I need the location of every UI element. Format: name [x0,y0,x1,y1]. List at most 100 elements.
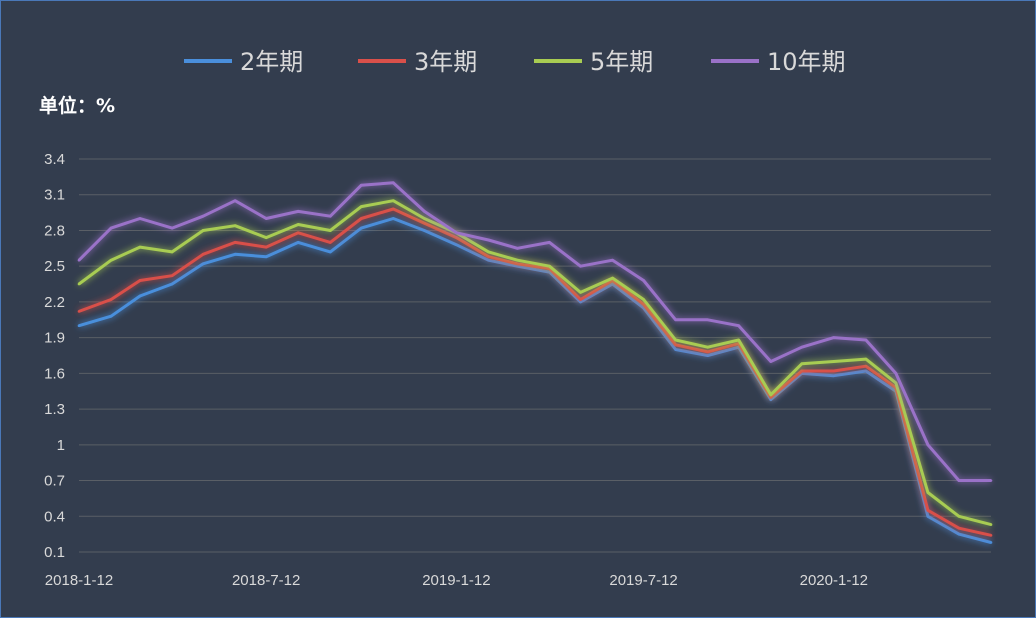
data-point [138,294,142,298]
data-point [233,252,237,256]
data-point [487,255,490,258]
series-line [78,207,992,537]
data-point [706,350,709,354]
data-point [487,258,490,262]
data-point [109,226,113,230]
data-point [611,258,614,262]
data-point [201,252,205,256]
data-point [423,229,426,232]
data-point [109,314,113,318]
unit-label: 单位：% [39,94,115,117]
data-point [516,258,519,262]
data-point [455,236,458,239]
data-point [455,243,458,247]
data-point [957,532,961,536]
data-point [832,374,836,378]
data-point [864,369,868,373]
x-tick-label: 2019-7-12 [609,572,677,589]
data-point [392,207,395,211]
data-point [264,255,268,258]
data-point [201,214,205,218]
data-point [706,354,709,357]
data-point [800,362,804,366]
data-point [328,250,332,254]
series-group [77,181,993,544]
data-point [957,514,961,518]
x-axis: 2018-1-12 2018-7-12 2019-1-12 2019-7-12 2020… [45,572,868,589]
y-tick-label: 1.3 [44,401,65,418]
data-point [642,298,645,301]
data-point [894,381,898,385]
data-point [579,291,582,294]
data-point [800,369,804,373]
gridlines [79,158,991,553]
data-point [894,372,898,375]
data-point [516,264,519,268]
data-point [769,393,773,397]
data-point [548,241,551,244]
legend-label: 3年期 [414,48,477,76]
data-point [737,338,741,342]
data-point [864,338,868,342]
series-line [78,217,992,544]
data-point [832,336,836,339]
data-point [579,300,582,304]
data-point [579,264,582,268]
data-point [516,247,519,250]
data-point [233,224,237,227]
data-point [109,298,113,301]
data-point [548,264,551,268]
y-tick-label: 1.6 [44,365,65,382]
data-point [77,324,81,328]
legend-label: 5年期 [590,48,653,76]
data-point [487,238,490,242]
data-point [926,509,930,512]
data-point [201,229,205,232]
data-point [296,231,300,235]
y-tick-label: 0.1 [44,544,65,561]
data-point [579,298,582,301]
data-point [706,345,709,349]
data-point [423,210,426,213]
y-tick-label: 0.7 [44,473,65,490]
data-point [423,222,426,225]
y-tick-label: 1.9 [44,330,65,347]
y-tick-label: 2.5 [44,258,65,275]
data-point [328,241,332,244]
x-tick-label: 2019-1-12 [422,572,490,589]
data-point [674,348,677,351]
data-point [296,210,300,213]
data-point [642,279,645,282]
y-tick-label: 3.4 [44,151,65,168]
series-line [78,199,992,527]
data-point [769,395,773,399]
data-point [264,236,268,239]
data-point [328,229,332,232]
data-point [423,217,426,220]
data-point [392,217,395,220]
data-point [769,360,773,363]
data-point [674,318,677,322]
y-tick-label: 3.1 [44,187,65,204]
data-point [769,398,773,401]
data-point [642,302,645,306]
data-point [264,245,268,249]
data-point [264,217,268,220]
x-tick-label: 2018-1-12 [45,572,113,589]
data-point [674,343,677,347]
data-point [138,217,142,220]
data-point [359,226,363,230]
data-point [989,523,993,526]
data-point [359,183,363,187]
data-point [989,541,993,544]
data-point [800,345,804,349]
data-point [201,262,205,266]
data-point [77,310,81,313]
data-point [138,245,142,249]
data-point [674,338,677,342]
series-line [77,181,991,482]
data-point [170,250,174,254]
data-point [392,181,395,185]
